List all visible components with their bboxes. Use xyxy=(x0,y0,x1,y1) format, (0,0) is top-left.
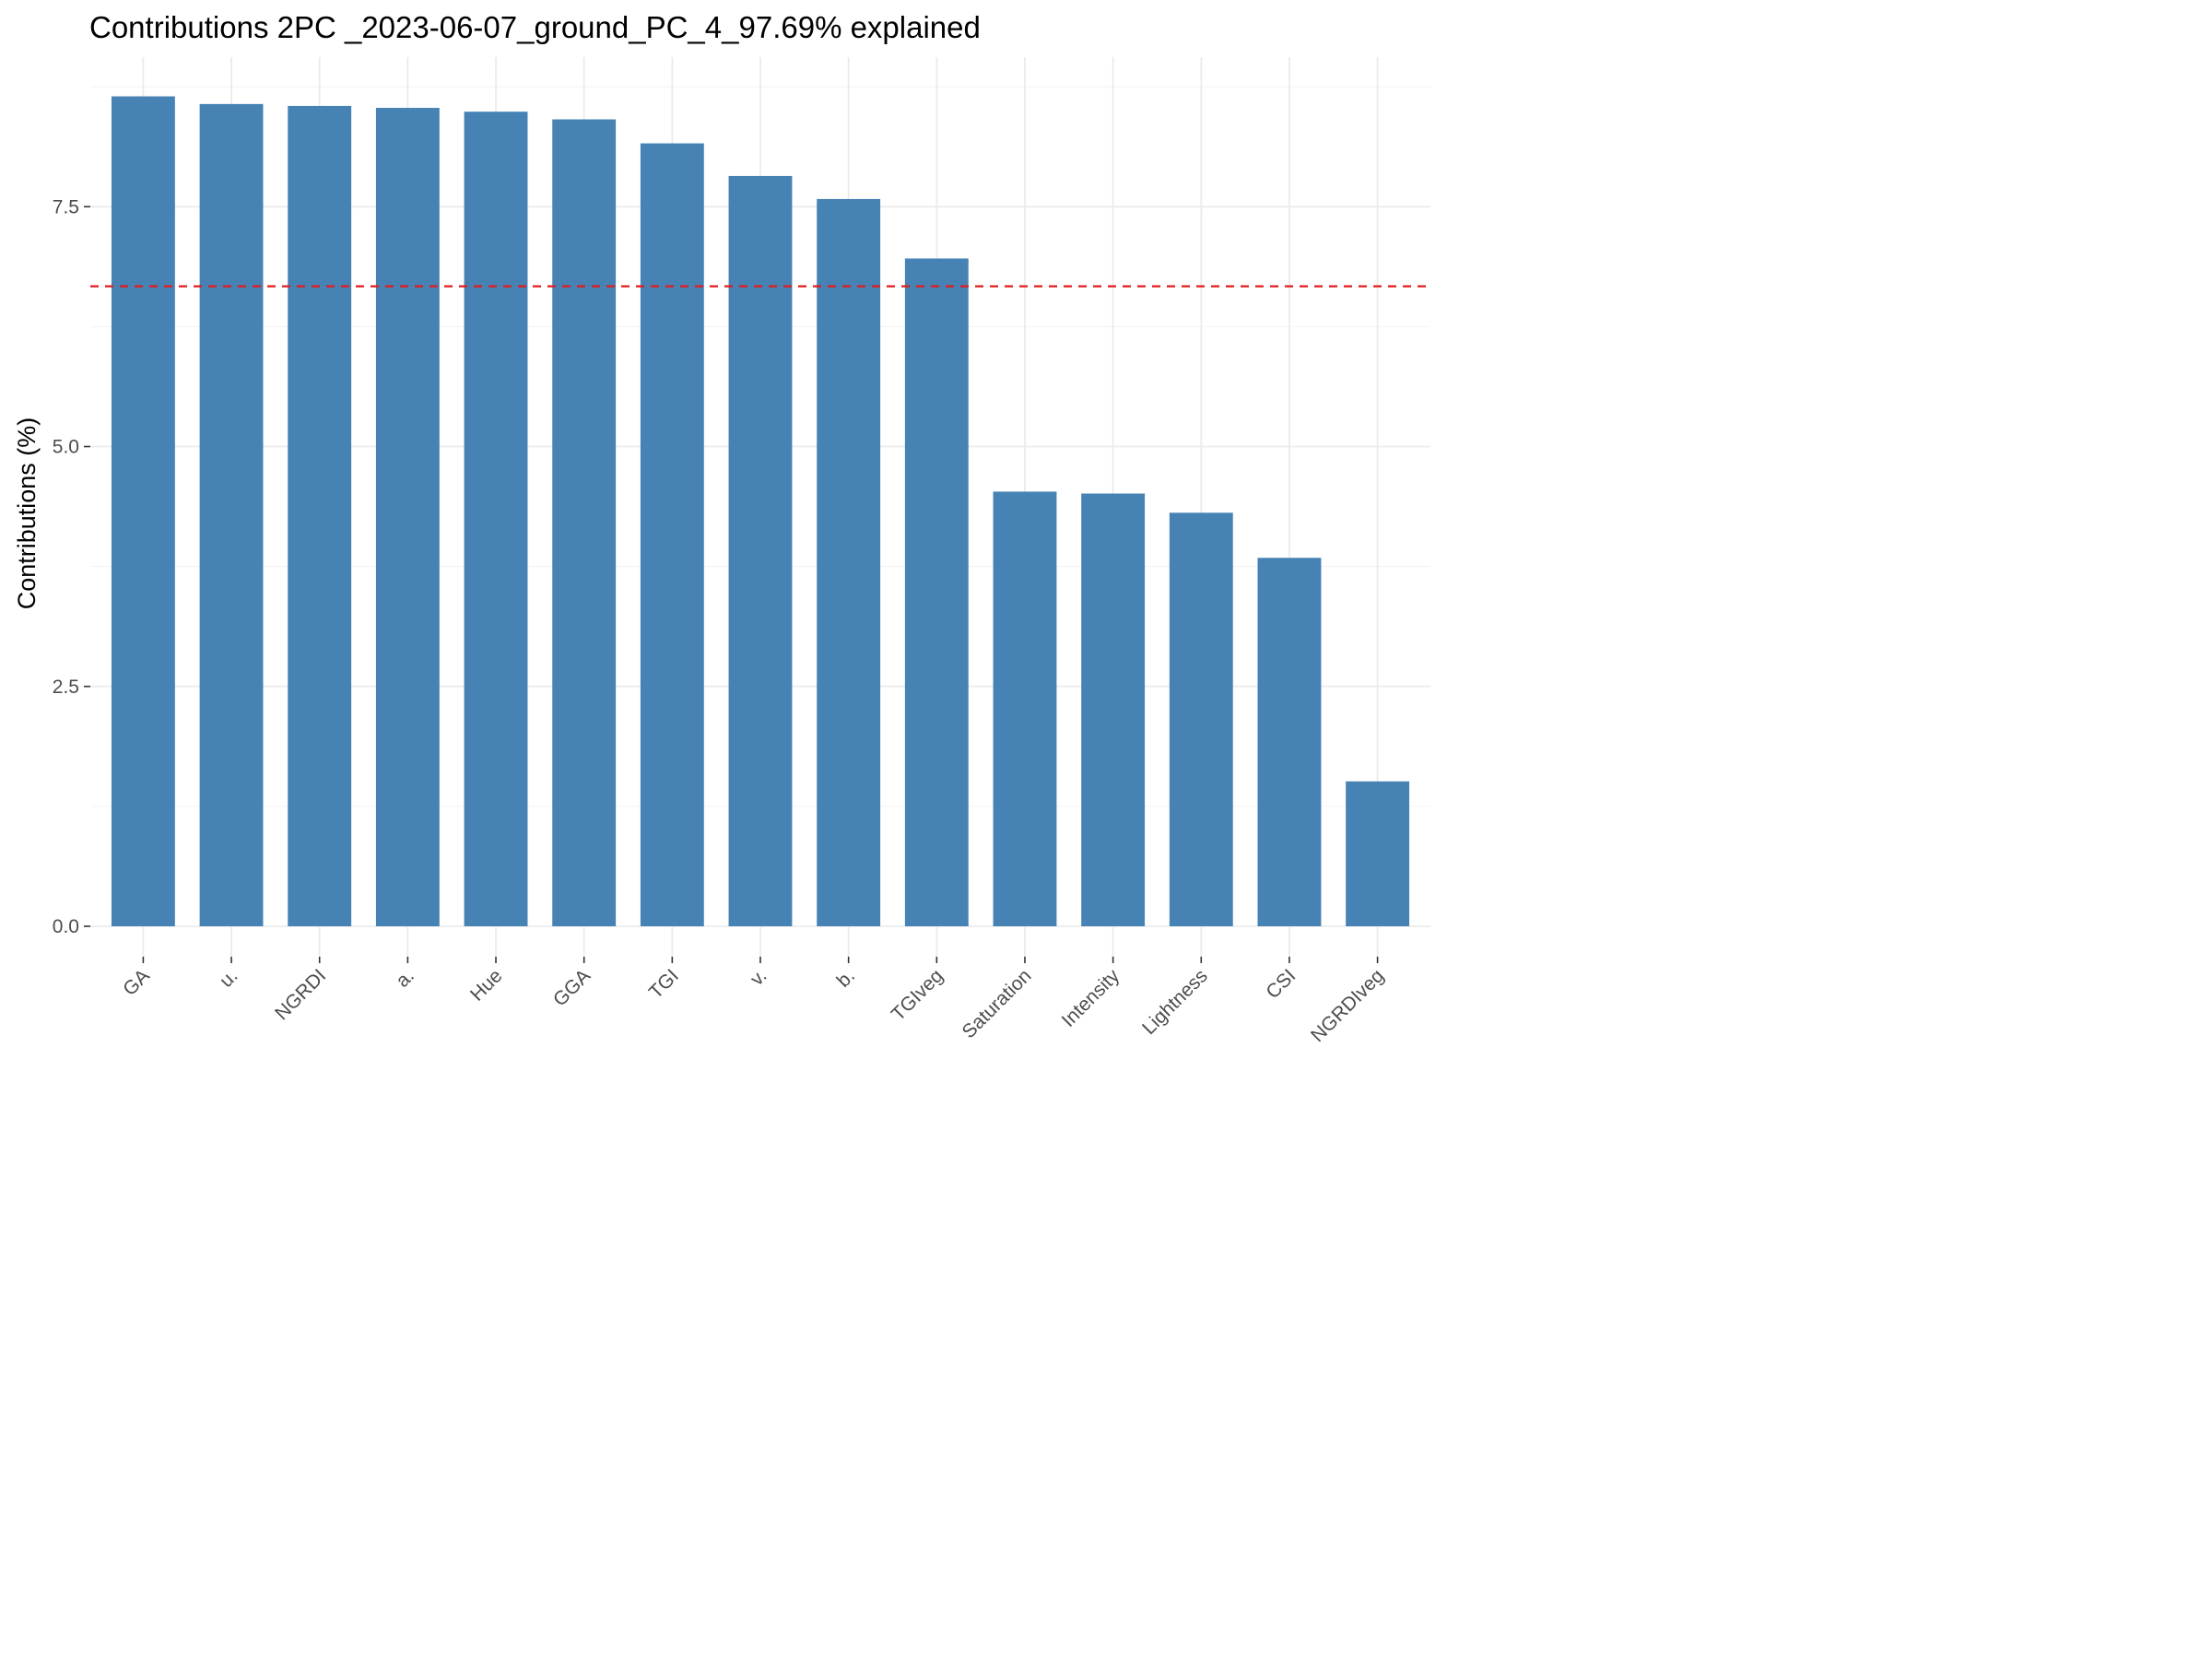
x-tick-label: GA xyxy=(119,965,154,1000)
x-tick-label: v. xyxy=(747,965,771,990)
x-tick-label: a. xyxy=(392,965,418,992)
x-tick-label: Intensity xyxy=(1058,965,1124,1031)
bar xyxy=(199,103,264,927)
x-tick-label: Hue xyxy=(466,965,507,1006)
bar xyxy=(1169,512,1233,926)
bar xyxy=(640,143,704,926)
bar xyxy=(1081,493,1146,926)
y-tick-label: 5.0 xyxy=(53,437,79,458)
bar xyxy=(728,175,793,927)
bar xyxy=(288,105,352,926)
bar xyxy=(464,112,528,927)
chart-title: Contributions 2PC _2023-06-07_ground_PC_… xyxy=(89,10,981,44)
bar xyxy=(552,119,617,927)
y-tick-label: 7.5 xyxy=(53,196,79,218)
bar xyxy=(817,198,881,926)
bar xyxy=(375,108,440,927)
x-tick-label: TGI xyxy=(645,965,683,1003)
x-tick-label: Saturation xyxy=(959,965,1036,1042)
x-tick-label: NGRDI xyxy=(271,965,330,1024)
bar xyxy=(904,258,969,926)
x-tick-label: u. xyxy=(216,965,242,992)
x-tick-label: Lightness xyxy=(1138,965,1212,1039)
x-tick-label: b. xyxy=(833,965,860,992)
bar xyxy=(993,491,1057,926)
x-tick-label: GGA xyxy=(549,965,594,1010)
x-tick-label: TGIveg xyxy=(888,965,947,1025)
y-tick-label: 2.5 xyxy=(53,677,79,698)
bar xyxy=(1257,558,1322,926)
x-axis: GA u. NGRDI a. Hue GGA TGI v. b. TGIveg Saturation… xyxy=(119,957,1388,1046)
x-tick-label: NGRDIveg xyxy=(1307,965,1388,1046)
y-axis-label: Contributions (%) xyxy=(13,418,41,610)
bars xyxy=(111,96,1410,927)
x-tick-label: CSI xyxy=(1262,965,1300,1003)
y-axis: 0.0 2.5 5.0 7.5 xyxy=(53,196,90,937)
bar xyxy=(1346,781,1410,926)
y-tick-label: 0.0 xyxy=(53,916,79,937)
contributions-chart: Contributions 2PC _2023-06-07_ground_PC_… xyxy=(13,10,1430,1046)
bar xyxy=(111,96,175,926)
